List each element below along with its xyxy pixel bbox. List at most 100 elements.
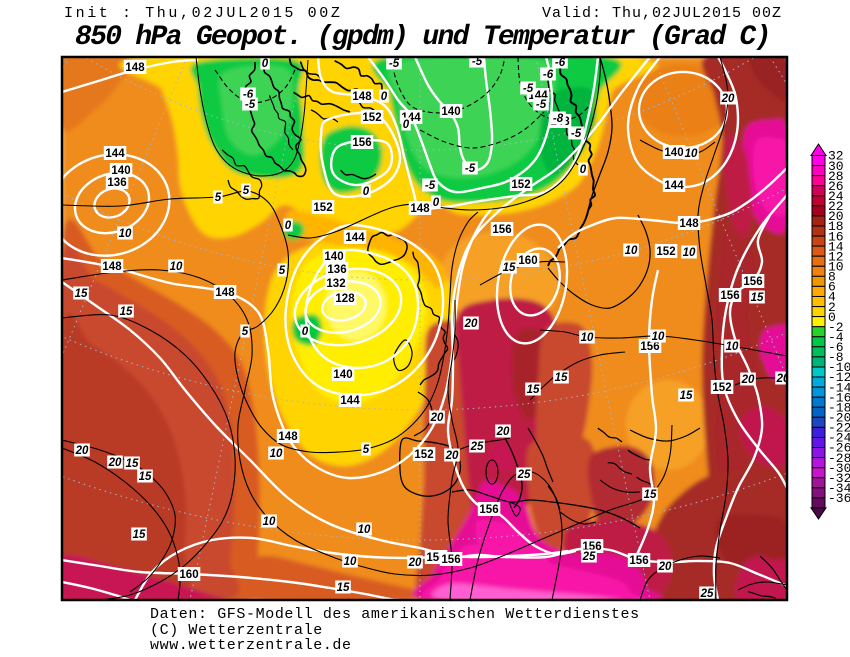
svg-text:20: 20	[741, 374, 755, 386]
svg-text:5: 5	[363, 444, 370, 456]
svg-text:20: 20	[408, 557, 422, 569]
svg-text:26: 26	[828, 179, 844, 194]
svg-text:-5: -5	[245, 99, 256, 111]
svg-text:0: 0	[285, 220, 292, 232]
svg-text:10: 10	[683, 247, 696, 259]
svg-text:160: 160	[179, 569, 198, 581]
svg-text:24: 24	[828, 189, 844, 204]
svg-text:20: 20	[75, 445, 89, 457]
svg-text:15: 15	[126, 458, 139, 470]
svg-text:15: 15	[139, 471, 152, 483]
svg-text:www.wetterzentrale.de: www.wetterzentrale.de	[150, 637, 352, 654]
svg-text:15: 15	[527, 384, 540, 396]
svg-text:28: 28	[828, 169, 844, 184]
svg-text:-34: -34	[828, 481, 850, 496]
svg-text:-5: -5	[389, 58, 400, 70]
svg-text:156: 156	[441, 554, 460, 566]
svg-text:0: 0	[381, 91, 388, 103]
svg-text:25: 25	[582, 551, 596, 563]
svg-text:156: 156	[492, 224, 511, 236]
svg-text:20: 20	[721, 93, 735, 105]
svg-text:-2: -2	[828, 320, 844, 335]
svg-text:0: 0	[403, 119, 410, 131]
svg-text:15: 15	[644, 489, 657, 501]
svg-text:5: 5	[279, 265, 286, 277]
svg-text:0: 0	[302, 326, 309, 338]
svg-text:148: 148	[679, 218, 699, 230]
svg-text:156: 156	[640, 341, 659, 353]
svg-text:20: 20	[496, 426, 510, 438]
svg-text:30: 30	[828, 159, 844, 174]
svg-text:25: 25	[700, 588, 714, 600]
svg-text:-5: -5	[571, 128, 582, 140]
svg-text:-5: -5	[465, 163, 476, 175]
svg-text:25: 25	[517, 469, 531, 481]
svg-text:-20: -20	[828, 411, 850, 426]
svg-text:10: 10	[344, 556, 357, 568]
svg-text:16: 16	[828, 229, 844, 244]
svg-text:15: 15	[751, 292, 764, 304]
svg-text:Daten: GFS-Modell des amerikan: Daten: GFS-Modell des amerikanischen Wet…	[150, 606, 640, 623]
svg-text:160: 160	[518, 255, 537, 267]
svg-text:-8: -8	[553, 113, 564, 125]
svg-text:-5: -5	[472, 56, 483, 68]
svg-text:144: 144	[664, 180, 684, 192]
svg-text:144: 144	[105, 148, 125, 160]
svg-text:156: 156	[720, 290, 739, 302]
svg-text:-26: -26	[828, 441, 850, 456]
svg-text:-6: -6	[828, 340, 844, 355]
svg-text:148: 148	[278, 431, 298, 443]
svg-text:15: 15	[503, 262, 516, 274]
svg-text:5: 5	[243, 185, 250, 197]
svg-text:-18: -18	[828, 400, 850, 415]
svg-text:-6: -6	[243, 89, 254, 101]
svg-text:12: 12	[828, 249, 844, 264]
svg-text:-16: -16	[828, 390, 850, 405]
svg-text:152: 152	[362, 112, 381, 124]
svg-text:10: 10	[263, 516, 276, 528]
svg-text:152: 152	[511, 179, 530, 191]
svg-text:5: 5	[242, 326, 249, 338]
svg-text:10: 10	[581, 332, 594, 344]
svg-text:10: 10	[828, 260, 844, 275]
svg-text:156: 156	[479, 504, 498, 516]
svg-text:10: 10	[625, 245, 638, 257]
svg-text:-5: -5	[536, 99, 547, 111]
svg-text:-6: -6	[543, 69, 554, 81]
svg-text:10: 10	[270, 448, 283, 460]
svg-text:152: 152	[712, 382, 731, 394]
svg-text:0: 0	[828, 310, 836, 325]
svg-text:-32: -32	[828, 471, 850, 486]
svg-text:-24: -24	[828, 431, 850, 446]
svg-text:148: 148	[410, 203, 430, 215]
svg-text:0: 0	[580, 164, 587, 176]
svg-text:152: 152	[656, 246, 675, 258]
svg-text:140: 140	[333, 369, 352, 381]
svg-text:20: 20	[658, 561, 672, 573]
svg-text:132: 132	[326, 278, 345, 290]
svg-text:-22: -22	[828, 421, 850, 436]
svg-text:10: 10	[119, 228, 132, 240]
svg-text:140: 140	[324, 251, 343, 263]
svg-text:6: 6	[828, 280, 836, 295]
svg-text:850 hPa Geopot. (gpdm) und Tem: 850 hPa Geopot. (gpdm) und Temperatur (G…	[75, 22, 770, 53]
svg-text:15: 15	[120, 306, 133, 318]
svg-text:10: 10	[652, 331, 665, 343]
svg-text:148: 148	[125, 62, 145, 74]
svg-text:10: 10	[685, 148, 698, 160]
svg-text:Valid: Thu,02JUL2015 00Z: Valid: Thu,02JUL2015 00Z	[542, 5, 782, 22]
svg-text:144: 144	[340, 395, 360, 407]
svg-text:156: 156	[629, 555, 648, 567]
svg-text:15: 15	[75, 288, 88, 300]
svg-text:(C) Wetterzentrale: (C) Wetterzentrale	[150, 622, 323, 639]
svg-text:156: 156	[352, 137, 371, 149]
svg-text:144: 144	[345, 232, 365, 244]
svg-text:8: 8	[828, 270, 836, 285]
svg-text:-14: -14	[828, 380, 850, 395]
svg-text:15: 15	[555, 372, 568, 384]
svg-text:2: 2	[828, 300, 836, 315]
svg-text:Init : Thu,02JUL2015 00Z: Init : Thu,02JUL2015 00Z	[64, 5, 342, 22]
svg-text:140: 140	[664, 147, 683, 159]
svg-text:32: 32	[828, 149, 844, 164]
svg-text:0: 0	[363, 186, 370, 198]
